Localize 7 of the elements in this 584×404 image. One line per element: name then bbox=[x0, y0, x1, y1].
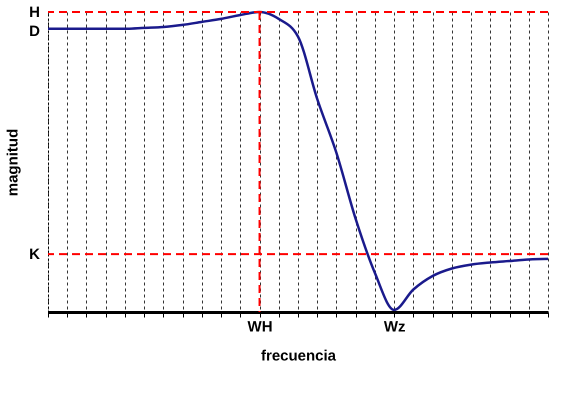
y-axis-title: magnitud bbox=[4, 128, 22, 196]
x-tick-label: WH bbox=[248, 318, 273, 336]
x-tick-label: Wz bbox=[384, 318, 406, 336]
ref-line-label: K bbox=[29, 246, 40, 264]
text: D bbox=[29, 22, 40, 40]
ref-line-label: H bbox=[29, 4, 40, 21]
x-axis-title: frecuencia bbox=[260, 348, 337, 364]
